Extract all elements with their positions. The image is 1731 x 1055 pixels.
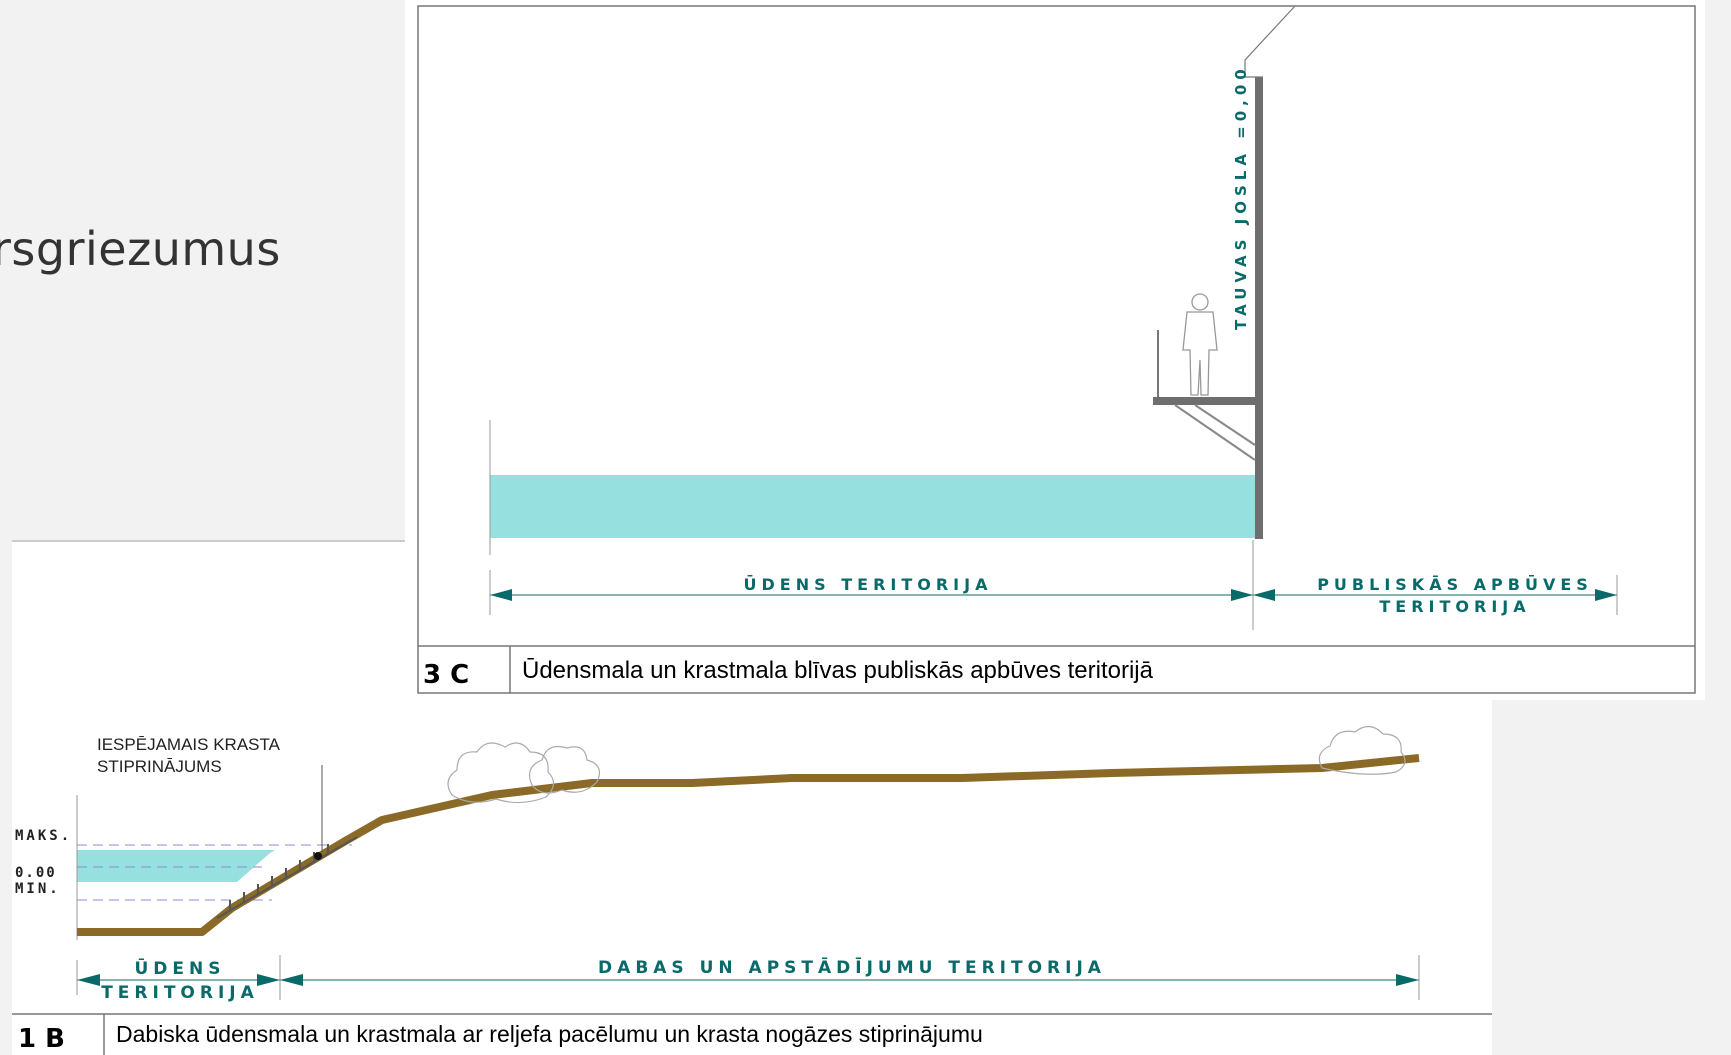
dim-water-1b-line2: TERITORIJA (101, 983, 259, 1003)
section-3c-number: 3 C (423, 660, 469, 690)
arrow-head (1595, 589, 1617, 601)
dim-public-line1: PUBLISKĀS APBŪVES (1317, 574, 1593, 594)
arrow-head (490, 589, 512, 601)
level-max-label: MAKS. (15, 828, 72, 844)
section-3c-caption: Ūdensmala un krastmala blīvas publiskās … (522, 657, 1154, 684)
arrow-head (1231, 589, 1253, 601)
balcony-platform (1153, 397, 1258, 405)
ground-profile (77, 754, 1420, 936)
section-1b-caption: Dabiska ūdensmala un krastmala ar reljef… (116, 1021, 983, 1047)
dim-public-line2: TERITORIJA (1379, 597, 1530, 616)
water-body-1b (77, 850, 275, 882)
dim-nature: DABAS UN APSTĀDĪJUMU TERITORIJA (598, 956, 1106, 978)
section-3c-panel: TAUVAS JOSLA =0,00 ŪDENS TERITORIJA PUBL… (405, 0, 1705, 700)
section-1b-diagram: IESPĒJAMAIS KRASTA STIPRINĀJUMS MAKS. 0.… (12, 540, 1492, 1055)
level-min-label: MIN. (15, 881, 61, 897)
bank-reinforcement (216, 836, 358, 919)
balcony-strut (1194, 404, 1256, 446)
background-gray-area (1492, 712, 1731, 1055)
arrow-head (1396, 974, 1419, 986)
balcony-strut (1174, 404, 1256, 461)
arrow-head (257, 974, 280, 986)
level-zero-label: 0.00 (15, 865, 57, 881)
slide-title: rsgriezumus (0, 222, 281, 276)
quay-wall (1255, 77, 1263, 539)
annotation-line1: IESPĒJAMAIS KRASTA (97, 735, 281, 754)
section-3c-diagram: TAUVAS JOSLA =0,00 ŪDENS TERITORIJA PUBL… (417, 5, 1696, 694)
section-1b-number: 1 B (18, 1024, 65, 1054)
tauvas-josla-label: TAUVAS JOSLA =0,00 (1232, 64, 1250, 330)
section-3c-frame (417, 5, 1696, 694)
dim-water-1b-line1: ŪDENS (135, 957, 226, 979)
arrow-head (1253, 589, 1275, 601)
reinforcement-marker (314, 852, 322, 860)
water-body-3c (490, 475, 1262, 538)
arrow-head (280, 974, 303, 986)
dim-water-3c: ŪDENS TERITORIJA (744, 574, 993, 594)
building-outline (1244, 5, 1296, 78)
tree-icon (447, 725, 1406, 804)
annotation-line2: STIPRINĀJUMS (97, 757, 222, 776)
arrow-head (77, 974, 100, 986)
person-figure (1182, 293, 1218, 396)
